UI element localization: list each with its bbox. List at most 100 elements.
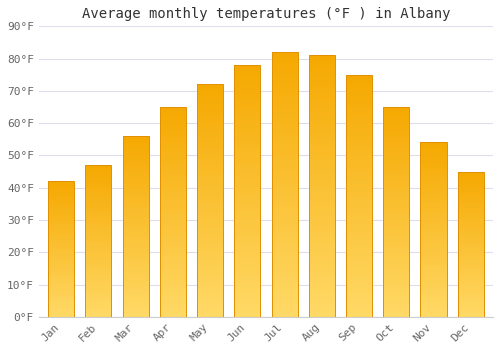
Bar xyxy=(48,303,74,306)
Bar xyxy=(346,155,372,160)
Bar xyxy=(383,299,409,303)
Bar xyxy=(48,242,74,245)
Bar xyxy=(197,262,223,266)
Bar xyxy=(346,160,372,163)
Bar xyxy=(122,260,148,262)
Bar xyxy=(458,210,483,213)
Bar xyxy=(346,143,372,147)
Bar xyxy=(234,153,260,158)
Bar xyxy=(48,193,74,195)
Bar xyxy=(234,208,260,212)
Bar xyxy=(160,163,186,167)
Bar xyxy=(234,128,260,132)
Bar xyxy=(197,174,223,177)
Bar xyxy=(272,198,297,202)
Bar xyxy=(420,201,446,203)
Bar xyxy=(122,136,148,139)
Bar xyxy=(458,285,483,288)
Bar xyxy=(346,313,372,317)
Bar xyxy=(48,310,74,312)
Bar xyxy=(86,286,112,289)
Bar xyxy=(383,170,409,173)
Bar xyxy=(458,261,483,264)
Bar xyxy=(420,160,446,163)
Bar xyxy=(234,233,260,237)
Bar xyxy=(458,259,483,261)
Bar xyxy=(48,285,74,287)
Bar xyxy=(420,154,446,157)
Bar xyxy=(458,172,483,174)
Bar xyxy=(272,123,297,127)
Bar xyxy=(122,154,148,157)
Bar xyxy=(48,287,74,290)
Bar xyxy=(272,184,297,189)
Bar xyxy=(272,162,297,167)
Bar xyxy=(122,199,148,202)
Bar xyxy=(308,295,335,299)
Bar xyxy=(346,127,372,131)
Bar xyxy=(122,272,148,275)
Bar xyxy=(160,191,186,194)
Bar xyxy=(122,160,148,163)
Bar xyxy=(272,171,297,176)
Bar xyxy=(197,177,223,181)
Bar xyxy=(48,240,74,242)
Bar xyxy=(420,232,446,236)
Bar xyxy=(160,184,186,187)
Bar xyxy=(86,188,112,190)
Bar xyxy=(86,254,112,256)
Bar xyxy=(160,247,186,250)
Bar xyxy=(234,229,260,233)
Bar xyxy=(272,74,297,78)
Bar xyxy=(272,237,297,242)
Bar xyxy=(420,224,446,227)
Bar xyxy=(48,245,74,247)
Bar xyxy=(346,232,372,236)
Bar xyxy=(383,292,409,296)
Bar xyxy=(122,187,148,190)
Bar xyxy=(458,273,483,276)
Bar xyxy=(122,287,148,290)
Bar xyxy=(160,107,186,111)
Bar xyxy=(383,264,409,268)
Bar xyxy=(86,276,112,279)
Bar xyxy=(122,266,148,268)
Bar xyxy=(308,230,335,234)
Bar xyxy=(308,90,335,94)
Bar xyxy=(197,84,223,317)
Bar xyxy=(160,187,186,191)
Bar xyxy=(458,193,483,196)
Bar xyxy=(122,236,148,238)
Bar xyxy=(308,125,335,130)
Bar xyxy=(197,116,223,119)
Bar xyxy=(272,299,297,303)
Bar xyxy=(458,218,483,220)
Bar xyxy=(272,83,297,88)
Bar xyxy=(48,283,74,285)
Bar xyxy=(197,255,223,259)
Bar xyxy=(420,209,446,212)
Bar xyxy=(383,208,409,212)
Bar xyxy=(383,163,409,167)
Bar xyxy=(122,148,148,151)
Bar xyxy=(346,151,372,155)
Bar xyxy=(420,308,446,311)
Bar xyxy=(197,166,223,170)
Bar xyxy=(272,273,297,277)
Bar xyxy=(122,290,148,293)
Bar xyxy=(458,276,483,278)
Bar xyxy=(346,75,372,79)
Bar xyxy=(122,305,148,308)
Bar xyxy=(48,290,74,292)
Bar xyxy=(420,285,446,288)
Bar xyxy=(420,169,446,172)
Bar xyxy=(160,111,186,114)
Bar xyxy=(420,290,446,294)
Bar xyxy=(160,233,186,236)
Bar xyxy=(308,260,335,265)
Bar xyxy=(86,185,112,188)
Bar xyxy=(197,84,223,88)
Bar xyxy=(346,91,372,95)
Bar xyxy=(234,283,260,287)
Bar xyxy=(308,60,335,64)
